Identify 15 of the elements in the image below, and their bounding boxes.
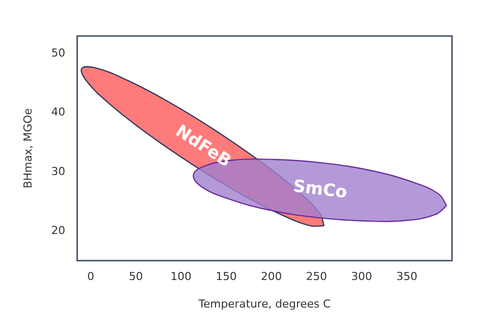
x-tick-label: 200 (260, 270, 282, 284)
y-axis-title: BHmax, MGOe (21, 108, 34, 188)
y-tick-label: 40 (51, 106, 66, 119)
x-axis-title: Temperature, degrees C (198, 297, 331, 310)
x-tick-label: 150 (216, 270, 237, 284)
series-label: SmCo (292, 176, 348, 203)
x-tick-label: 50 (128, 270, 143, 284)
y-tick-label: 50 (51, 46, 66, 60)
x-tick-label: 250 (306, 270, 328, 284)
y-tick-label: 30 (51, 164, 66, 178)
x-tick-label: 100 (170, 270, 192, 284)
x-tick-label: 0 (87, 270, 94, 284)
x-tick-label: 350 (396, 270, 418, 284)
y-tick-label: 20 (51, 224, 66, 237)
x-tick-label: 300 (351, 270, 372, 284)
